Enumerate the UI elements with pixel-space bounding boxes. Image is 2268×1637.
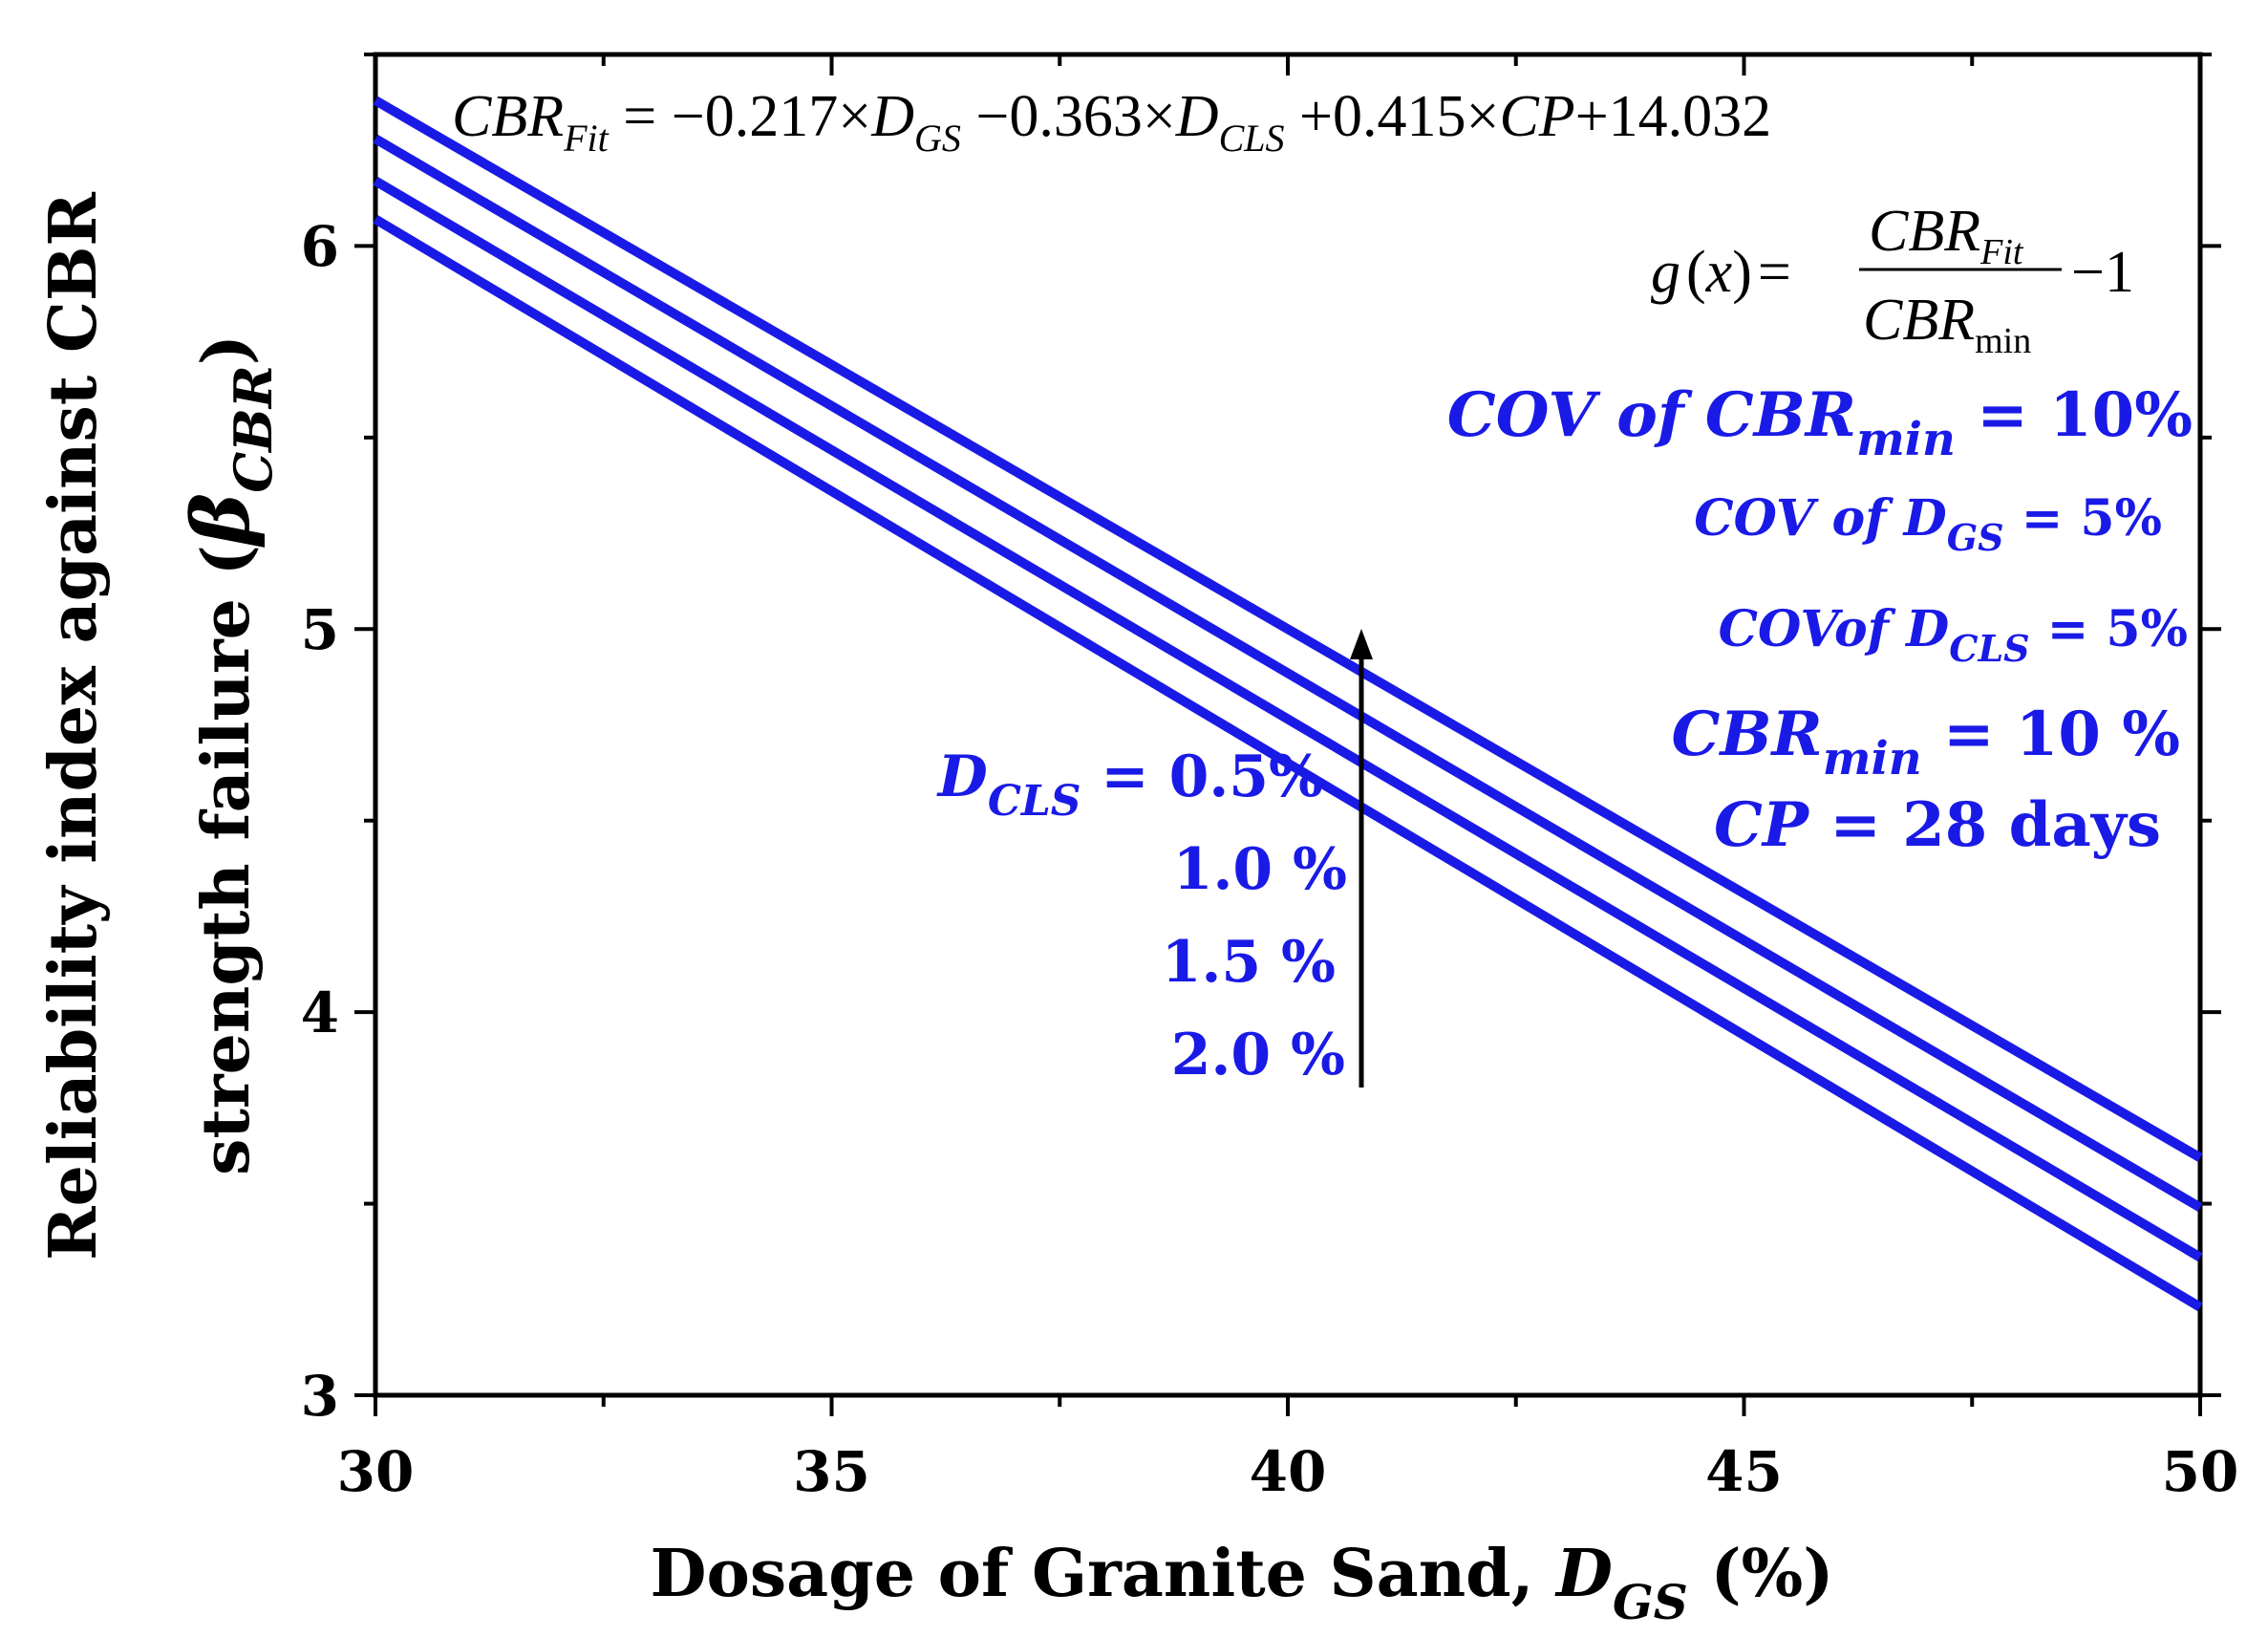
x-tick-label-30: 30 xyxy=(337,1439,415,1504)
x-tick-label-50: 50 xyxy=(2162,1439,2239,1504)
increasing-arrow xyxy=(1350,629,1373,1088)
series-line-0.5 xyxy=(373,96,2203,1162)
y-axis-title-line1: Reliability index against CBR xyxy=(35,192,112,1260)
fit-equation: CBRFit = −0.217×DGS −0.363×DCLS +0.415×C… xyxy=(452,84,1771,160)
axis-ticks xyxy=(354,53,2221,1416)
g-numerator: CBRFit xyxy=(1869,199,2024,272)
series-line-2.0 xyxy=(373,215,2203,1312)
y-tick-label-3: 3 xyxy=(301,1364,339,1429)
limit-state-equation: g(x)= CBRFit CBRmin −1 xyxy=(1651,199,2134,361)
g-denominator: CBRmin xyxy=(1863,288,2031,361)
dcls-label-1.5: 1.5 % xyxy=(1162,929,1336,996)
x-tick-label-40: 40 xyxy=(1250,1439,1327,1504)
x-tick-label-35: 35 xyxy=(793,1439,870,1504)
x-axis-title: Dosage of Granite Sand, DGS (%) xyxy=(651,1536,1834,1630)
series-line-1.5 xyxy=(373,176,2203,1261)
dcls-label-0.5: DCLS = 0.5% xyxy=(936,743,1323,826)
x-tick-labels: 30 35 40 45 50 xyxy=(337,1439,2239,1504)
y-tick-label-5: 5 xyxy=(301,597,339,662)
g-minus-one: −1 xyxy=(2071,240,2134,305)
cp-note: CP = 28 days xyxy=(1714,789,2161,861)
g-lhs: g(x)= xyxy=(1651,240,1791,305)
y-axis-title-line2: strength failure (βCBR) xyxy=(176,334,284,1175)
dcls-label-1.0: 1.0 % xyxy=(1173,836,1347,903)
cov-dcls-note: COVof DCLS = 5% xyxy=(1719,600,2188,670)
x-tick-label-45: 45 xyxy=(1705,1439,1783,1504)
y-tick-label-6: 6 xyxy=(301,214,339,279)
cov-dgs-note: COV of DGS = 5% xyxy=(1694,489,2162,559)
dcls-label-2.0: 2.0 % xyxy=(1171,1022,1345,1088)
cov-cbr-min-note: COV of CBRmin = 10% xyxy=(1447,379,2193,466)
series-line-1.0 xyxy=(373,134,2203,1212)
cbr-min-note: CBRmin = 10 % xyxy=(1672,699,2180,786)
y-tick-labels: 3 4 5 6 xyxy=(301,214,339,1429)
y-tick-label-4: 4 xyxy=(301,980,339,1045)
series-lines xyxy=(373,96,2203,1312)
arrow-head xyxy=(1350,629,1373,659)
